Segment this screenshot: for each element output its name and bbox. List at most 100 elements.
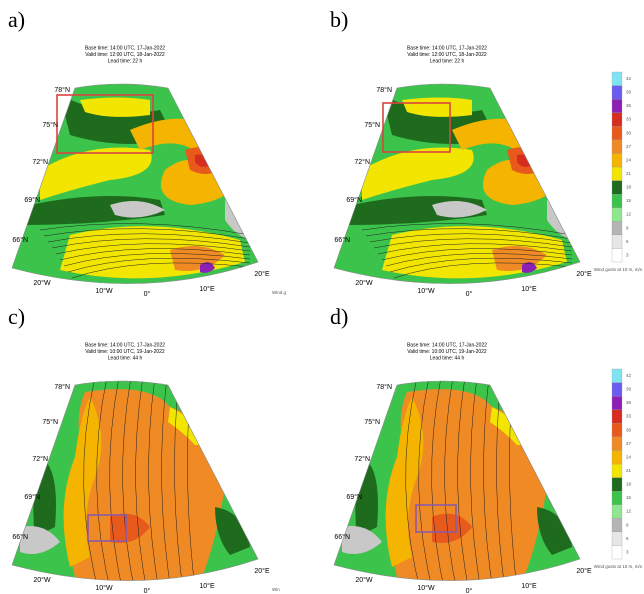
colorbar-segment bbox=[611, 71, 623, 86]
wind-area bbox=[70, 389, 226, 581]
map-outline bbox=[11, 83, 259, 284]
colorbar-segment bbox=[611, 98, 623, 113]
isobar bbox=[47, 233, 251, 244]
colorbar-tick-label: 33 bbox=[626, 414, 632, 419]
panel-header: Valid time: 12:00 UTC, 18-Jan-2022 bbox=[407, 52, 487, 58]
lat-label: 78°N bbox=[54, 86, 70, 94]
lon-label: 20°E bbox=[576, 270, 592, 278]
map-outline bbox=[333, 380, 581, 581]
isobar bbox=[67, 257, 251, 273]
panel: b) Base time: 14:00 UTC, 17-Jan-2022Valid… bbox=[330, 7, 643, 298]
lat-label: 72°N bbox=[32, 158, 48, 166]
map-outline bbox=[333, 83, 581, 284]
panel-header: Lead time: 22 h bbox=[430, 58, 465, 64]
isobar bbox=[39, 223, 251, 236]
isobar bbox=[122, 381, 137, 581]
isobar bbox=[496, 381, 507, 581]
isobar bbox=[385, 253, 573, 267]
lat-label: 75°N bbox=[364, 418, 380, 426]
colorbar-segment bbox=[611, 139, 623, 154]
colorbar-segment bbox=[611, 193, 623, 208]
wind-area bbox=[362, 147, 474, 200]
lat-label: 66°N bbox=[334, 533, 350, 541]
wind-area bbox=[537, 507, 572, 555]
footer: Wind g bbox=[272, 290, 287, 295]
colorbar-tick-label: 42 bbox=[626, 373, 632, 378]
lon-label: 10°E bbox=[199, 285, 215, 293]
highlight-box bbox=[415, 504, 457, 533]
colorbar-segment bbox=[611, 436, 623, 451]
footer: Win bbox=[272, 587, 280, 592]
panel-header: Base time: 14:00 UTC, 17-Jan-2022 bbox=[85, 45, 165, 51]
isobar bbox=[148, 381, 161, 581]
lon-label: 10°E bbox=[521, 582, 537, 590]
panel: a) Base time: 14:00 UTC, 17-Jan-2022Valid… bbox=[8, 7, 287, 298]
colorbar-segment bbox=[611, 463, 623, 478]
colorbar-tick-label: 3 bbox=[626, 252, 629, 257]
colorbar-tick-label: 39 bbox=[626, 90, 632, 95]
isobar bbox=[51, 238, 251, 249]
highlight-box bbox=[382, 102, 451, 153]
lat-label: 78°N bbox=[376, 383, 392, 391]
wind-area bbox=[110, 201, 165, 218]
isobar bbox=[59, 248, 251, 261]
lon-label: 0° bbox=[144, 587, 151, 594]
panel-header: Valid time: 10:00 UTC, 19-Jan-2022 bbox=[407, 349, 487, 355]
colorbar-segment bbox=[611, 531, 623, 546]
lat-label: 75°N bbox=[42, 418, 58, 426]
panel: c) Base time: 14:00 UTC, 17-Jan-2022Valid… bbox=[8, 304, 280, 594]
isobar bbox=[83, 381, 101, 581]
lon-label: 10°E bbox=[521, 285, 537, 293]
colorbar-tick-label: 21 bbox=[626, 468, 632, 473]
isobar bbox=[377, 243, 573, 255]
wind-area bbox=[40, 147, 152, 200]
colorbar-segment bbox=[611, 477, 623, 492]
lat-label: 66°N bbox=[12, 236, 28, 244]
colorbar-tick-label: 36 bbox=[626, 400, 632, 405]
map bbox=[334, 84, 580, 284]
panel-header: Base time: 14:00 UTC, 17-Jan-2022 bbox=[85, 342, 165, 348]
isobar bbox=[71, 262, 251, 279]
wind-area bbox=[342, 526, 382, 555]
lon-label: 10°E bbox=[199, 582, 215, 590]
lon-label: 20°W bbox=[355, 576, 373, 584]
lat-label: 75°N bbox=[42, 121, 58, 129]
colorbar-title: Wind gusts at 10 m, m/s bbox=[594, 267, 643, 272]
wind-area bbox=[110, 513, 150, 543]
colorbar-tick-label: 21 bbox=[626, 171, 632, 176]
colorbar-tick-label: 42 bbox=[626, 76, 632, 81]
isobar bbox=[457, 381, 471, 581]
lon-label: 10°W bbox=[95, 584, 113, 592]
isobar bbox=[55, 243, 251, 255]
colorbar-segment bbox=[611, 382, 623, 397]
wind-area bbox=[432, 201, 487, 218]
panel-header: Valid time: 10:00 UTC, 19-Jan-2022 bbox=[85, 349, 165, 355]
colorbar-tick-label: 39 bbox=[626, 387, 632, 392]
panel-label: b) bbox=[330, 7, 348, 32]
colorbar-tick-label: 27 bbox=[626, 441, 632, 446]
panel-header: Base time: 14:00 UTC, 17-Jan-2022 bbox=[407, 45, 487, 51]
colorbar-tick-label: 33 bbox=[626, 117, 632, 122]
colorbar-segment bbox=[611, 504, 623, 519]
wind-area bbox=[63, 397, 102, 567]
isobar bbox=[369, 233, 573, 244]
lat-label: 72°N bbox=[354, 158, 370, 166]
colorbar-segment bbox=[611, 490, 623, 505]
colorbar-tick-label: 27 bbox=[626, 144, 632, 149]
colorbar-tick-label: 15 bbox=[626, 495, 632, 500]
lat-label: 78°N bbox=[376, 86, 392, 94]
colorbar-segment bbox=[611, 409, 623, 424]
colorbar-tick-label: 12 bbox=[626, 212, 632, 217]
colorbar-tick-label: 30 bbox=[626, 130, 632, 135]
lon-label: 10°W bbox=[95, 287, 113, 295]
lat-label: 66°N bbox=[334, 236, 350, 244]
colorbar-segment bbox=[611, 450, 623, 465]
isobar bbox=[393, 262, 573, 279]
lon-label: 20°W bbox=[33, 576, 51, 584]
isobar bbox=[96, 381, 113, 581]
highlight-box bbox=[56, 94, 154, 154]
colorbar-tick-label: 30 bbox=[626, 427, 632, 432]
colorbar-tick-label: 18 bbox=[626, 482, 632, 487]
panel-label: c) bbox=[8, 304, 25, 329]
isobar bbox=[365, 228, 573, 240]
